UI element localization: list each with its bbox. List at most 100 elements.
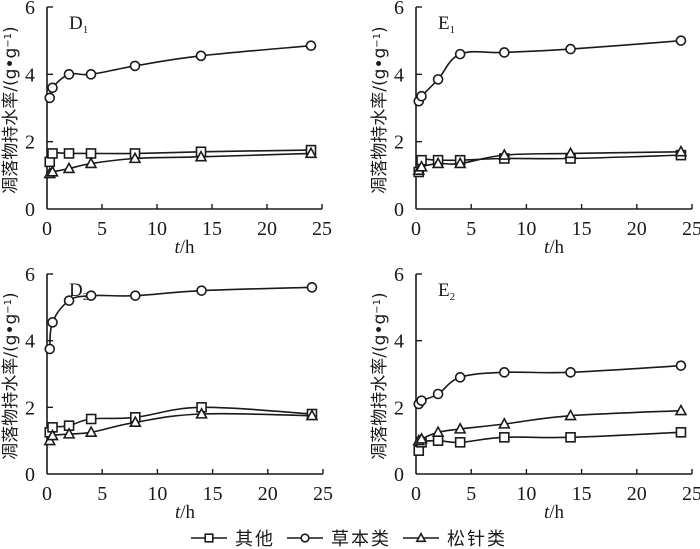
- x-tick-label: 25: [682, 218, 700, 240]
- data-point-triangle: [84, 156, 98, 169]
- x-axis-label: t/h: [544, 237, 565, 258]
- data-point-square: [675, 427, 687, 438]
- y-axis-label: 凋落物持水率/(g•g−1): [370, 292, 390, 459]
- data-point-circle: [454, 48, 466, 60]
- data-point-square: [63, 148, 75, 159]
- series-square: [44, 402, 318, 438]
- data-point-square: [85, 413, 97, 425]
- x-axis-label-var: t: [544, 237, 550, 258]
- data-point-circle: [565, 43, 576, 55]
- data-point-triangle: [498, 148, 511, 160]
- y-tick-label: 4: [394, 331, 404, 353]
- data-point-circle: [196, 285, 207, 296]
- data-point-triangle: [674, 403, 688, 416]
- data-point-circle: [85, 290, 97, 301]
- y-axis-label-sup: −1: [372, 299, 383, 314]
- panel-label: E2: [438, 280, 455, 303]
- panel-label-sub: 2: [83, 291, 89, 303]
- data-point-triangle: [564, 146, 577, 159]
- data-point-triangle: [431, 425, 445, 438]
- x-tick-label: 10: [147, 218, 167, 240]
- x-tick-label: 25: [312, 218, 332, 240]
- data-point-triangle: [564, 408, 577, 421]
- data-point-circle: [416, 395, 427, 406]
- data-point-circle: [499, 367, 510, 378]
- y-axis-label-close: ): [370, 26, 390, 33]
- data-point-circle: [454, 372, 466, 383]
- panel-label-letter: D: [69, 280, 83, 301]
- data-point-circle: [195, 50, 207, 62]
- triangle-icon: [415, 531, 427, 543]
- data-point-circle: [130, 290, 141, 301]
- data-point-triangle: [128, 151, 142, 164]
- y-tick-label: 6: [25, 264, 35, 286]
- legend-label: 草本类: [331, 529, 391, 549]
- y-tick-label: 2: [394, 132, 404, 154]
- x-tick-label: 15: [203, 483, 223, 505]
- y-axis-label-sup: −1: [3, 33, 14, 48]
- x-axis-label-unit: /h: [549, 502, 564, 523]
- data-point-square: [47, 148, 58, 159]
- chart-panel-d1: 0 5 10 15 20 25 0 2 4 6 t/h 凋落物持水率/(g•g−1) D1: [1, 0, 332, 258]
- x-tick-label: 25: [682, 483, 700, 505]
- data-point-circle: [44, 92, 56, 104]
- data-point-circle: [47, 317, 58, 328]
- panel-label-letter: E: [438, 280, 450, 301]
- y-axis-label-text: 凋落物持水率/(g•g: [370, 314, 390, 460]
- chart-panel-e1: 0 5 10 15 20 25 0 2 4 6 t/h 凋落物持水率/(g•g−1) E1: [370, 0, 700, 258]
- y-axis-label-close: ): [1, 292, 21, 299]
- y-axis-label-sup: −1: [372, 33, 383, 48]
- legend-item-triangle: 松针类: [403, 529, 507, 549]
- panel-label-letter: E: [438, 13, 450, 34]
- x-tick-label: 10: [516, 218, 536, 240]
- legend-label: 松针类: [447, 529, 507, 549]
- x-axis-label-var: t: [174, 237, 180, 258]
- y-axis-label-sup: −1: [3, 299, 14, 314]
- data-point-triangle: [415, 432, 428, 444]
- series-circle: [44, 282, 318, 355]
- x-axis-label: t/h: [544, 502, 565, 523]
- y-axis-label-text: 凋落物持水率/(g•g: [1, 48, 21, 194]
- series-square: [44, 144, 317, 168]
- x-tick-label: 20: [627, 483, 647, 505]
- series-line: [418, 409, 681, 442]
- data-point-circle: [63, 295, 75, 306]
- series-circle: [413, 360, 687, 410]
- data-point-circle: [44, 343, 56, 355]
- x-axis-label-unit: /h: [180, 502, 195, 523]
- data-point-circle: [499, 47, 510, 58]
- data-point-circle: [565, 367, 576, 378]
- y-tick-label: 6: [394, 264, 404, 286]
- data-point-circle: [129, 60, 141, 72]
- series-triangle: [412, 403, 688, 446]
- y-axis-label: 凋落物持水率/(g•g−1): [1, 292, 21, 459]
- y-axis-label-text: 凋落物持水率/(g•g: [1, 314, 21, 460]
- x-axis-label-var: t: [544, 502, 550, 523]
- y-tick-label: 6: [394, 0, 404, 19]
- y-tick-label: 6: [25, 0, 35, 19]
- y-axis-label: 凋落物持水率/(g•g−1): [1, 26, 21, 193]
- x-tick-label: 0: [42, 218, 52, 240]
- data-point-square: [499, 432, 510, 443]
- y-tick-label: 4: [25, 331, 35, 353]
- x-tick-label: 0: [411, 483, 421, 505]
- x-tick-label: 0: [42, 483, 52, 505]
- series-triangle: [412, 144, 688, 175]
- series-circle: [413, 35, 687, 107]
- x-tick-label: 20: [258, 483, 278, 505]
- x-tick-label: 5: [466, 483, 476, 505]
- x-axis-label-unit: /h: [549, 237, 564, 258]
- data-point-triangle: [431, 156, 445, 169]
- y-tick-label: 2: [394, 397, 404, 419]
- legend: 其他 草本类 松针类: [191, 529, 507, 549]
- x-tick-label: 0: [411, 218, 421, 240]
- panel-label: D2: [69, 280, 88, 303]
- y-tick-label: 4: [394, 64, 404, 86]
- series-triangle: [43, 146, 318, 179]
- data-point-circle: [63, 69, 75, 80]
- panel-label-sub: 2: [450, 291, 456, 303]
- x-tick-label: 10: [516, 483, 536, 505]
- x-tick-label: 15: [572, 483, 592, 505]
- series-circle: [44, 40, 317, 104]
